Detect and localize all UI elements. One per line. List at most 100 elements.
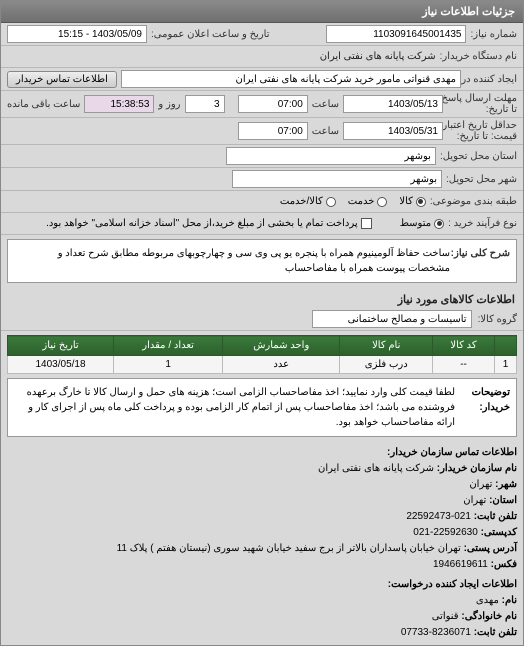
reply-days-input[interactable] bbox=[185, 95, 225, 113]
table-row[interactable]: 1 -- درب فلزی عدد 1 1403/05/18 bbox=[8, 356, 517, 374]
c-phone2-value: 8236071-07733 bbox=[401, 627, 471, 638]
radio-both[interactable]: کالا/خدمت bbox=[280, 196, 336, 207]
need-no-input[interactable] bbox=[326, 25, 466, 43]
cell-name: درب فلزی bbox=[340, 356, 433, 374]
c-family-label: نام خانوادگی: bbox=[461, 611, 517, 622]
classification-radios: کالا خدمت کالا/خدمت bbox=[280, 196, 426, 207]
c-post-label: کدپستی: bbox=[481, 527, 517, 538]
org-name-value: شرکت پایانه های نفتی ایران bbox=[318, 463, 434, 474]
row-process: نوع فرآیند خرید : متوسط پرداخت تمام یا ب… bbox=[1, 213, 523, 235]
row-need-no: شماره نیاز: تاریخ و ساعت اعلان عمومی: bbox=[1, 23, 523, 46]
device-label: نام دستگاه خریدار: bbox=[440, 51, 517, 62]
col-rownum bbox=[495, 336, 517, 356]
radio-icon bbox=[326, 197, 336, 207]
c-city-value: تهران bbox=[469, 479, 492, 490]
contact-line: شهر: تهران bbox=[7, 477, 517, 493]
c-fax-label: فکس: bbox=[491, 559, 517, 570]
contact-line: تلفن ثابت: 021-22592473 bbox=[7, 509, 517, 525]
creator-input[interactable] bbox=[121, 70, 461, 88]
notes-box: توضیحات خریدار: لطفا قیمت کلی وارد نمایی… bbox=[7, 378, 517, 437]
contact-line: نام سازمان خریدار: شرکت پایانه های نفتی … bbox=[7, 461, 517, 477]
radio-service[interactable]: خدمت bbox=[348, 196, 388, 207]
key-description-box: شرح کلی نیاز: ساخت حفاظ آلومینیوم همراه … bbox=[7, 239, 517, 283]
reply-days-label: روز و bbox=[158, 99, 180, 110]
row-province: استان محل تحویل: bbox=[1, 145, 523, 168]
radio-label: متوسط bbox=[400, 218, 431, 229]
goods-group-label: گروه کالا: bbox=[478, 314, 517, 325]
row-classification: طبقه بندی موضوعی: کالا خدمت کالا/خدمت bbox=[1, 191, 523, 213]
col-code: کد کالا bbox=[433, 336, 495, 356]
c-post-value: 22592630-021 bbox=[413, 527, 478, 538]
contact-line: فکس: 1946619611 bbox=[7, 557, 517, 573]
reply-remain-label: ساعت باقی مانده bbox=[7, 99, 80, 110]
province-label: استان محل تحویل: bbox=[440, 151, 517, 162]
cell-date: 1403/05/18 bbox=[8, 356, 114, 374]
org-name-label: نام سازمان خریدار: bbox=[437, 463, 517, 474]
c-phone2-label: تلفن ثابت: bbox=[474, 627, 517, 638]
req-creator-header: اطلاعات ایجاد کننده درخواست: bbox=[7, 577, 517, 593]
c-addr-value: تهران خیابان پاسداران بالاتر از برج سفید… bbox=[117, 543, 461, 554]
row-city: شهر محل تحویل: bbox=[1, 168, 523, 191]
contact-header: اطلاعات تماس سازمان خریدار: bbox=[7, 445, 517, 461]
c-fax-value: 1946619611 bbox=[433, 559, 488, 570]
row-device: نام دستگاه خریدار: شرکت پایانه های نفتی … bbox=[1, 46, 523, 68]
c-city-label: شهر: bbox=[495, 479, 517, 490]
price-time-label: ساعت bbox=[312, 126, 339, 137]
panel-title: جزئیات اطلاعات نیاز bbox=[1, 1, 523, 23]
contact-line: نام: مهدی bbox=[7, 593, 517, 609]
c-phone-value: 021-22592473 bbox=[406, 511, 471, 522]
c-prov-value: تهران bbox=[463, 495, 486, 506]
goods-section-title: اطلاعات کالاهای مورد نیاز bbox=[1, 287, 523, 308]
announce-input[interactable] bbox=[7, 25, 147, 43]
price-label: حداقل تاریخ اعتبار قیمت: تا تاریخ: bbox=[447, 120, 517, 142]
cell-qty: 1 bbox=[114, 356, 223, 374]
reply-label: مهلت ارسال پاسخ: تا تاریخ: bbox=[447, 93, 517, 115]
contact-buyer-button[interactable]: اطلاعات تماس خریدار bbox=[7, 71, 117, 88]
reply-time-input[interactable] bbox=[238, 95, 308, 113]
checkbox-icon bbox=[361, 218, 372, 229]
row-reply-deadline: مهلت ارسال پاسخ: تا تاریخ: ساعت روز و سا… bbox=[1, 91, 523, 118]
radio-label: کالا/خدمت bbox=[280, 196, 323, 207]
contact-line: کدپستی: 22592630-021 bbox=[7, 525, 517, 541]
province-input[interactable] bbox=[226, 147, 436, 165]
c-prov-label: استان: bbox=[489, 495, 517, 506]
row-creator: ایجاد کننده درخواست: اطلاعات تماس خریدار bbox=[1, 68, 523, 91]
cell-unit: عدد bbox=[223, 356, 340, 374]
cell-code: -- bbox=[433, 356, 495, 374]
contact-line: نام خانوادگی: قنواتی bbox=[7, 609, 517, 625]
notes-text: لطفا قیمت کلی وارد نمایید؛ اخذ مفاصاحساب… bbox=[14, 385, 455, 430]
c-name-value: مهدی bbox=[476, 595, 499, 606]
radio-label: کالا bbox=[399, 196, 413, 207]
radio-icon bbox=[377, 197, 387, 207]
contact-line: تلفن ثابت: 8236071-07733 bbox=[7, 625, 517, 641]
details-panel: جزئیات اطلاعات نیاز شماره نیاز: تاریخ و … bbox=[0, 0, 524, 646]
c-phone-label: تلفن ثابت: bbox=[474, 511, 517, 522]
contact-line: آدرس پستی: تهران خیابان پاسداران بالاتر … bbox=[7, 541, 517, 557]
treasury-checkbox[interactable]: پرداخت تمام یا بخشی از مبلغ خرید،از محل … bbox=[46, 218, 372, 229]
process-label: نوع فرآیند خرید : bbox=[448, 218, 517, 229]
radio-label: خدمت bbox=[348, 196, 375, 207]
radio-goods[interactable]: کالا bbox=[399, 196, 426, 207]
checkbox-label: پرداخت تمام یا بخشی از مبلغ خرید،از محل … bbox=[46, 218, 358, 229]
goods-group-input[interactable] bbox=[312, 310, 472, 328]
radio-icon bbox=[416, 197, 426, 207]
city-label: شهر محل تحویل: bbox=[446, 174, 517, 185]
row-price-validity: حداقل تاریخ اعتبار قیمت: تا تاریخ: ساعت bbox=[1, 118, 523, 145]
col-name: نام کالا bbox=[340, 336, 433, 356]
price-time-input[interactable] bbox=[238, 122, 308, 140]
city-input[interactable] bbox=[232, 170, 442, 188]
notes-label: توضیحات خریدار: bbox=[455, 385, 510, 430]
radio-icon bbox=[434, 219, 444, 229]
reply-date-input[interactable] bbox=[343, 95, 443, 113]
table-header-row: کد کالا نام کالا واحد شمارش تعداد / مقدا… bbox=[8, 336, 517, 356]
key-desc-label: شرح کلی نیاز: bbox=[450, 246, 510, 276]
contact-section: اطلاعات تماس سازمان خریدار: نام سازمان خ… bbox=[1, 441, 523, 645]
col-qty: تعداد / مقدار bbox=[114, 336, 223, 356]
price-date-input[interactable] bbox=[343, 122, 443, 140]
radio-medium[interactable]: متوسط bbox=[400, 218, 444, 229]
reply-time-label: ساعت bbox=[312, 99, 339, 110]
reply-remain-input[interactable] bbox=[84, 95, 154, 113]
row-goods-group: گروه کالا: bbox=[1, 308, 523, 331]
creator-label: ایجاد کننده درخواست: bbox=[465, 74, 517, 85]
c-addr-label: آدرس پستی: bbox=[464, 543, 517, 554]
